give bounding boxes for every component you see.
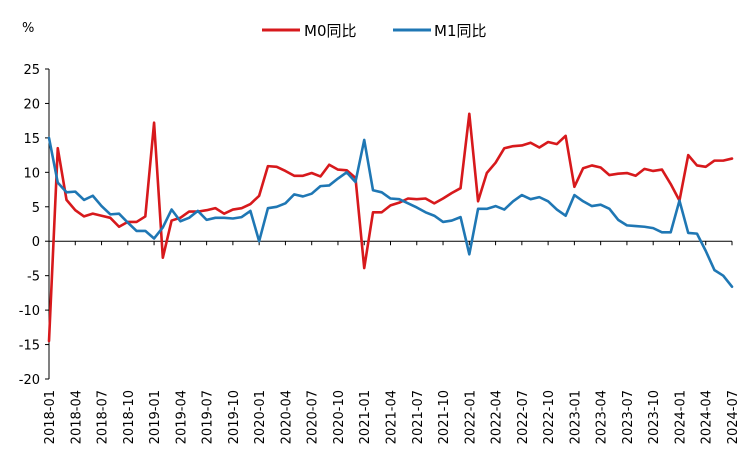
- legend: M0同比 M1同比: [262, 22, 487, 40]
- y-axis: 25 20 15 10 5 0 -5 -10 -15 -20: [19, 63, 50, 388]
- y-tick-label: -10: [19, 304, 40, 319]
- x-tick-label: 2018-01: [43, 390, 58, 444]
- y-tick-label: 15: [23, 132, 40, 147]
- x-tick-label: 2023-07: [621, 390, 636, 444]
- x-tick-label: 2023-04: [595, 390, 610, 444]
- x-tick-label: 2020-04: [279, 390, 294, 444]
- y-axis-unit-label: %: [22, 21, 34, 36]
- x-tick-label: 2019-04: [174, 390, 189, 444]
- x-tick-label: 2019-10: [227, 390, 242, 444]
- series-layer: [47, 112, 734, 343]
- x-tick-label: 2022-01: [463, 390, 478, 444]
- y-tick-label: -20: [19, 373, 40, 388]
- y-tick-label: -5: [27, 270, 40, 285]
- x-tick-label: 2021-04: [385, 390, 400, 444]
- y-tick-label: 5: [32, 201, 40, 216]
- x-tick-label: 2018-04: [69, 390, 84, 444]
- y-tick-label: 20: [23, 97, 40, 112]
- x-tick-label: 2021-10: [437, 390, 452, 444]
- x-tick-label: 2021-01: [358, 390, 373, 444]
- x-tick-label: 2022-04: [490, 390, 505, 444]
- series-line-m1: [47, 136, 734, 288]
- x-tick-label: 2019-01: [148, 390, 163, 444]
- y-tick-label: -15: [19, 339, 40, 354]
- x-tick-label: 2019-07: [201, 390, 216, 444]
- y-tick-label: 10: [23, 166, 40, 181]
- x-tick-label: 2024-04: [700, 390, 715, 444]
- x-tick-label: 2020-01: [253, 390, 268, 444]
- legend-label-m0: M0同比: [304, 22, 357, 40]
- x-tick-label: 2021-07: [411, 390, 426, 444]
- x-tick-label: 2023-10: [647, 390, 662, 444]
- x-tick-label: 2020-10: [332, 390, 347, 444]
- x-tick-label: 2024-07: [726, 390, 741, 444]
- x-axis: 2018-01 2018-04 2018-07 2018-10 2019-01 2019-…: [43, 240, 741, 444]
- x-tick-label: 2022-10: [542, 390, 557, 444]
- x-tick-label: 2024-01: [673, 390, 688, 444]
- x-tick-label: 2018-10: [122, 390, 137, 444]
- x-tick-label: 2020-07: [306, 390, 321, 444]
- y-tick-label: 25: [23, 63, 40, 78]
- series-line-m0: [47, 112, 734, 343]
- x-tick-label: 2023-01: [568, 390, 583, 444]
- x-tick-label: 2022-07: [516, 390, 531, 444]
- x-tick-label: 2018-07: [96, 390, 111, 444]
- legend-label-m1: M1同比: [434, 22, 487, 40]
- y-tick-label: 0: [32, 235, 40, 250]
